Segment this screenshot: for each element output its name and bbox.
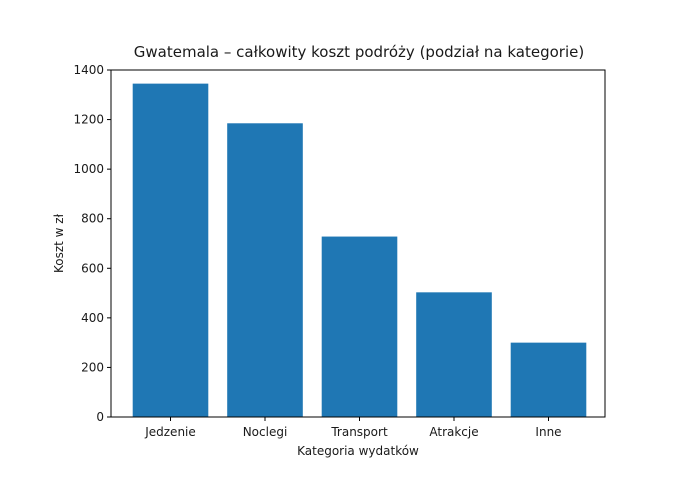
- y-tick-label: 800: [81, 212, 104, 226]
- y-tick-label: 1400: [73, 63, 104, 77]
- y-axis-label: Koszt w zł: [52, 213, 66, 273]
- bar-inne: [510, 342, 587, 417]
- x-tick-label: Inne: [535, 425, 561, 439]
- y-tick-label: 200: [81, 360, 104, 374]
- x-tick-label: Atrakcje: [429, 425, 478, 439]
- x-tick-label: Noclegi: [243, 425, 288, 439]
- bars-group: [132, 83, 587, 418]
- chart-title: Gwatemala – całkowity koszt podróży (pod…: [134, 43, 584, 61]
- bar-transport: [321, 236, 398, 417]
- x-tick-label: Transport: [330, 425, 388, 439]
- x-axis-label: Kategoria wydatków: [297, 444, 419, 458]
- bar-jedzenie: [132, 83, 209, 417]
- bar-noclegi: [227, 123, 303, 418]
- y-tick-label: 600: [81, 261, 104, 275]
- x-tick-label: Jedzenie: [144, 425, 196, 439]
- y-tick-label: 400: [81, 311, 104, 325]
- y-axis-ticks: 0 200 400 600 800 1000 1200 1400: [73, 63, 111, 424]
- y-tick-label: 0: [96, 410, 104, 424]
- y-tick-label: 1200: [73, 113, 104, 127]
- bar-atrakcje: [416, 292, 492, 417]
- plot-frame: [110, 69, 606, 418]
- x-axis-ticks: Jedzenie Noclegi Transport Atrakcje Inne: [144, 417, 562, 439]
- y-tick-label: 1000: [73, 162, 104, 176]
